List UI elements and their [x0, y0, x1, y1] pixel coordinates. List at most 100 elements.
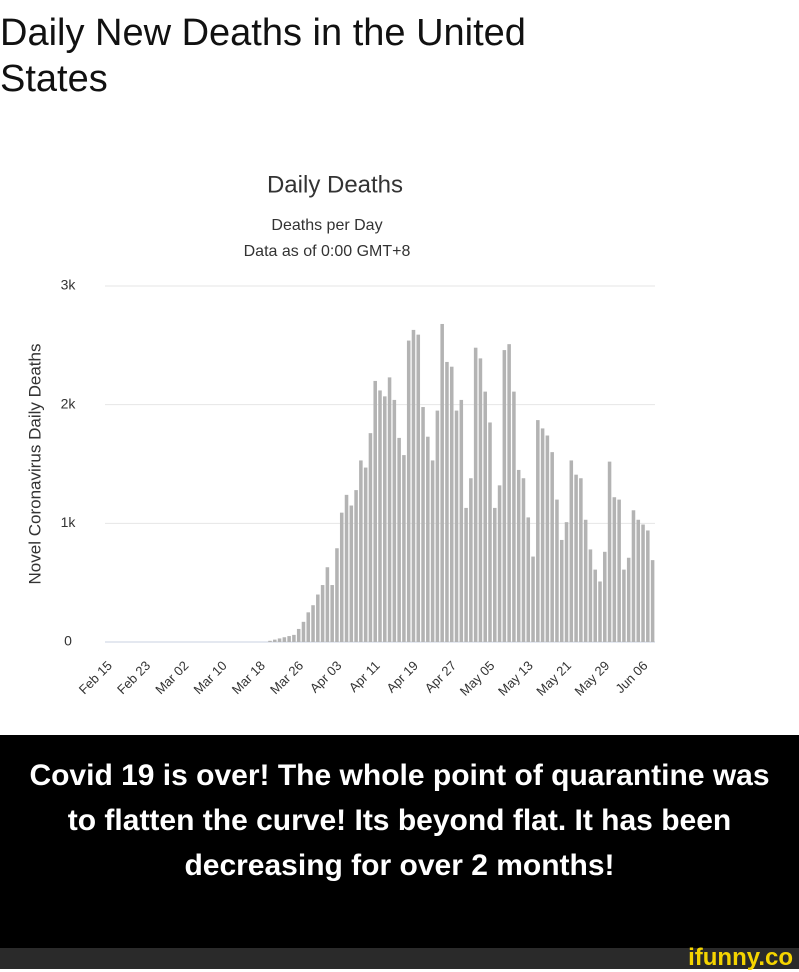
- y-tick-label: 1k: [61, 514, 77, 530]
- bar: [282, 637, 287, 642]
- chart-subtitle: Deaths per Day: [271, 217, 382, 234]
- bar: [454, 410, 459, 642]
- bar: [311, 605, 315, 642]
- bar: [579, 478, 583, 642]
- chart-note: Data as of 0:00 GMT+8: [244, 243, 411, 260]
- bar: [593, 569, 597, 642]
- x-tick-label: May 21: [533, 658, 574, 699]
- bar: [449, 366, 454, 642]
- bar: [459, 399, 464, 642]
- bar: [378, 390, 382, 642]
- watermark-strip: ifunny.co: [0, 944, 799, 971]
- bar: [550, 452, 554, 642]
- y-tick-label: 0: [64, 633, 72, 649]
- bar: [531, 556, 535, 642]
- bar: [493, 507, 497, 642]
- bar: [626, 557, 631, 642]
- bar: [617, 499, 621, 642]
- caption-panel: Covid 19 is over! The whole point of qua…: [0, 735, 799, 971]
- bar: [277, 638, 282, 642]
- bar: [368, 433, 373, 642]
- x-tick-label: May 13: [495, 658, 536, 699]
- bar: [354, 490, 358, 642]
- x-tick-label: Feb 23: [114, 658, 153, 697]
- bar: [292, 634, 296, 642]
- bar: [473, 347, 478, 642]
- bar: [612, 497, 617, 642]
- bar: [555, 499, 559, 642]
- bar: [588, 549, 593, 642]
- bar: [622, 569, 626, 642]
- x-tick-label: May 05: [457, 658, 498, 699]
- bar: [497, 485, 502, 642]
- bar: [416, 334, 421, 642]
- bar: [603, 551, 607, 642]
- bar: [540, 428, 545, 642]
- bar: [296, 628, 301, 642]
- bar: [469, 478, 473, 642]
- bar: [521, 478, 526, 642]
- bar: [402, 455, 406, 642]
- bar: [636, 519, 641, 642]
- bar: [440, 323, 444, 642]
- header-title: Daily New Deaths in the United States: [0, 12, 526, 100]
- bar: [330, 585, 334, 642]
- bar: [306, 612, 311, 642]
- bar: [435, 410, 440, 642]
- bar: [339, 512, 344, 642]
- bar: [545, 435, 550, 642]
- bar: [430, 460, 435, 642]
- bar: [335, 548, 339, 642]
- bar: [421, 407, 425, 642]
- bar: [316, 594, 320, 642]
- x-tick-label: May 29: [572, 658, 613, 699]
- bar: [363, 467, 368, 642]
- x-tick-label: Mar 26: [267, 658, 306, 697]
- bar: [426, 436, 430, 642]
- bar: [641, 524, 645, 642]
- x-tick-label: Apr 11: [346, 658, 383, 695]
- bar: [397, 437, 401, 642]
- y-axis-label: Novel Coronavirus Daily Deaths: [25, 344, 44, 585]
- bar: [411, 329, 416, 642]
- bar: [445, 361, 449, 642]
- bar: [488, 422, 492, 642]
- x-tick-label: Apr 27: [422, 658, 460, 696]
- x-tick-label: Mar 10: [191, 658, 230, 697]
- bar: [502, 350, 507, 642]
- chart: Daily Deaths Deaths per Day Data as of 0…: [25, 171, 655, 699]
- bar: [631, 510, 636, 642]
- watermark: ifunny.co: [688, 944, 793, 971]
- bar: [507, 344, 511, 642]
- x-tick-label: Apr 19: [383, 658, 421, 696]
- bar: [383, 396, 387, 642]
- bar: [359, 460, 363, 642]
- x-tick-label: Apr 03: [307, 658, 345, 696]
- bar: [325, 567, 330, 642]
- bar: [464, 507, 468, 642]
- chart-title: Daily Deaths: [267, 171, 403, 198]
- bar: [301, 621, 306, 642]
- x-tick-label: Feb 15: [76, 658, 115, 697]
- bar: [320, 585, 325, 642]
- bar: [569, 460, 574, 642]
- bar: [406, 340, 411, 642]
- bar: [607, 461, 612, 642]
- bar: [516, 469, 521, 642]
- x-tick-label: Mar 18: [229, 658, 268, 697]
- bar: [583, 519, 588, 642]
- bar: [268, 640, 272, 642]
- y-tick-label: 2k: [61, 395, 77, 411]
- bar: [559, 539, 564, 642]
- x-tick-label: Jun 06: [612, 658, 650, 696]
- y-tick-label: 3k: [61, 277, 77, 293]
- bar: [564, 522, 569, 642]
- bar: [526, 517, 531, 642]
- bar: [483, 391, 487, 642]
- bar: [349, 505, 354, 642]
- bar: [387, 377, 392, 642]
- x-tick-label: Mar 02: [152, 658, 191, 697]
- bar: [574, 474, 578, 642]
- bar: [392, 399, 397, 642]
